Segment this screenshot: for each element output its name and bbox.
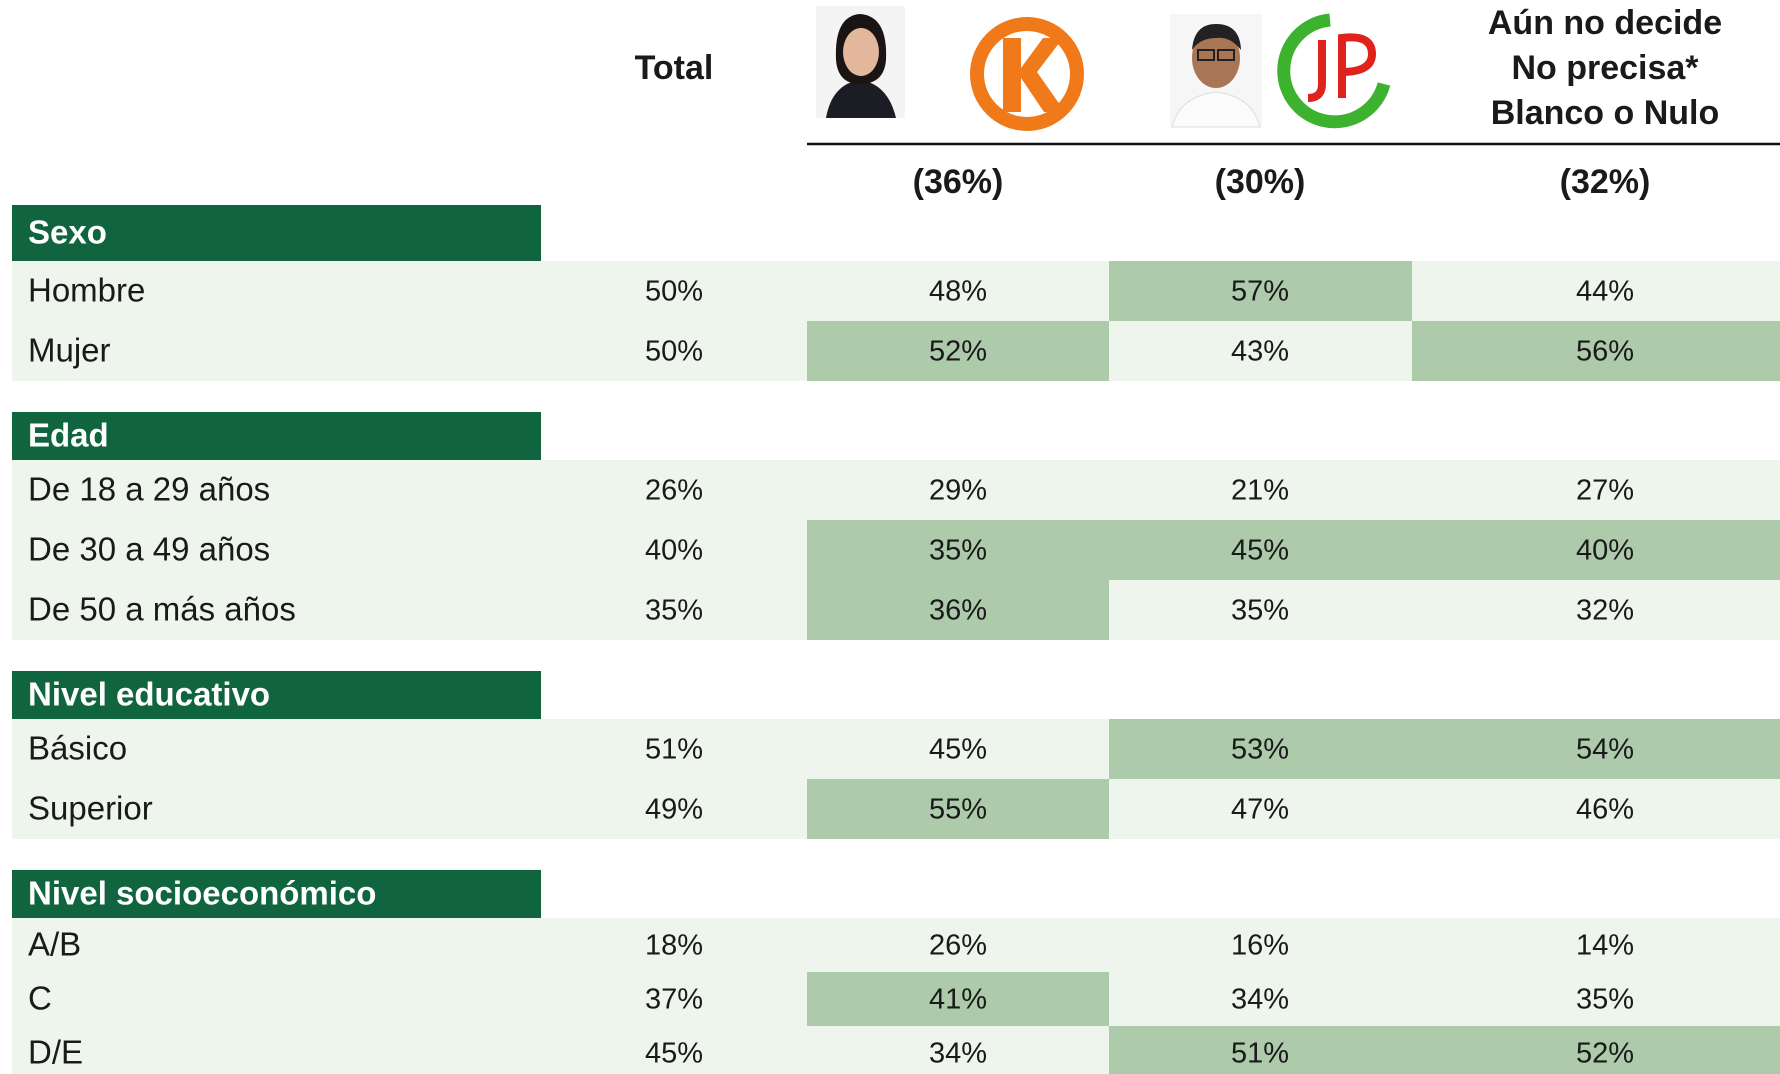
row-label: De 18 a 29 años <box>28 471 270 508</box>
cell-value: 49% <box>645 794 703 826</box>
cell-value: 35% <box>1231 595 1289 627</box>
cell-value: 45% <box>645 1038 703 1070</box>
column-share: (36%) <box>913 163 1004 201</box>
section-title: Sexo <box>28 214 107 251</box>
section-title: Edad <box>28 417 109 454</box>
cell-value: 41% <box>929 984 987 1016</box>
party-logo <box>970 17 1084 131</box>
cell-value: 35% <box>929 535 987 567</box>
cell-value: 57% <box>1231 276 1289 308</box>
cell-value: 45% <box>929 734 987 766</box>
cell-value: 16% <box>1231 930 1289 962</box>
cell-value: 44% <box>1576 276 1634 308</box>
row-label: Superior <box>28 790 153 827</box>
row-label: Básico <box>28 730 127 767</box>
cell-value: 51% <box>645 734 703 766</box>
cell-value: 36% <box>929 595 987 627</box>
row-background <box>12 918 1780 972</box>
cell-value: 52% <box>1576 1038 1634 1070</box>
cell-value: 45% <box>1231 535 1289 567</box>
cell-value: 29% <box>929 475 987 507</box>
row-background <box>12 460 1780 520</box>
cell-value: 27% <box>1576 475 1634 507</box>
row-label: Mujer <box>28 332 111 369</box>
cell-value: 55% <box>929 794 987 826</box>
cell-value: 47% <box>1231 794 1289 826</box>
row-label: Hombre <box>28 272 145 309</box>
cell-value: 43% <box>1231 336 1289 368</box>
cell-value: 26% <box>929 930 987 962</box>
cell-value: 34% <box>929 1038 987 1070</box>
cell-value: 40% <box>1576 535 1634 567</box>
candidate-photo <box>816 6 905 118</box>
candidate-photo <box>1170 14 1262 127</box>
cell-value: 40% <box>645 535 703 567</box>
column-header: Blanco o Nulo <box>1491 94 1720 132</box>
row-label: De 50 a más años <box>28 591 296 628</box>
cell-value: 35% <box>645 595 703 627</box>
row-label: De 30 a 49 años <box>28 531 270 568</box>
column-header: No precisa* <box>1511 49 1699 87</box>
cell-value: 21% <box>1231 475 1289 507</box>
column-share: (30%) <box>1215 163 1306 201</box>
cell-value: 26% <box>645 475 703 507</box>
row-label: A/B <box>28 926 81 963</box>
cell-value: 56% <box>1576 336 1634 368</box>
cell-value: 34% <box>1231 984 1289 1016</box>
cell-value: 32% <box>1576 595 1634 627</box>
cell-value: 35% <box>1576 984 1634 1016</box>
cell-value: 50% <box>645 276 703 308</box>
row-label: D/E <box>28 1034 83 1071</box>
cell-value: 54% <box>1576 734 1634 766</box>
cell-value: 18% <box>645 930 703 962</box>
table-page: Total Aún no decide No precisa* Blanco o N… <box>0 0 1780 1074</box>
section-title: Nivel socioeconómico <box>28 875 376 912</box>
cell-value: 14% <box>1576 930 1634 962</box>
cell-value: 37% <box>645 984 703 1016</box>
cell-value: 51% <box>1231 1038 1289 1070</box>
section-title: Nivel educativo <box>28 676 270 713</box>
column-header: Aún no decide <box>1488 4 1722 42</box>
party-logo <box>1284 20 1384 122</box>
row-background <box>12 261 1780 321</box>
cell-value: 50% <box>645 336 703 368</box>
column-share: (32%) <box>1560 163 1651 201</box>
cell-value: 52% <box>929 336 987 368</box>
cell-value: 53% <box>1231 734 1289 766</box>
cell-value: 48% <box>929 276 987 308</box>
cell-value: 46% <box>1576 794 1634 826</box>
column-header: Total <box>635 49 714 87</box>
row-label: C <box>28 980 52 1017</box>
backgrounds <box>12 205 1780 1074</box>
